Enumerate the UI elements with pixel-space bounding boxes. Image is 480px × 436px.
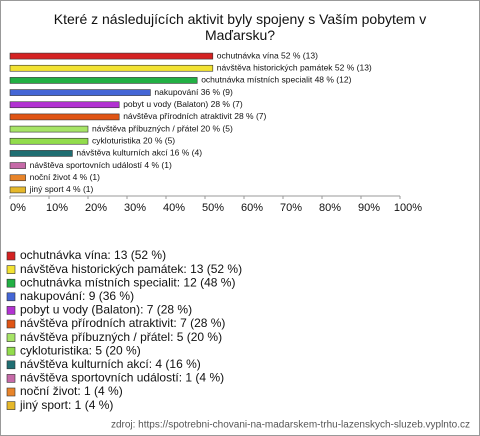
legend-label: ochutnávka místních specialit: 12 (48 %) bbox=[20, 275, 235, 289]
value-label: návštěva historických památek 52 % (13) bbox=[217, 63, 372, 73]
bar bbox=[9, 101, 120, 109]
legend-swatch bbox=[6, 360, 16, 370]
legend-label: noční život: 1 (4 %) bbox=[20, 384, 123, 398]
value-label: návštěva příbuzných / přátel 20 % (5) bbox=[92, 123, 233, 133]
value-label: návštěva kulturních akcí 16 % (4) bbox=[76, 148, 202, 158]
value-label: ochutnávka místních specialit 48 % (12) bbox=[201, 75, 351, 85]
value-label: pobyt u vody (Balaton) 28 % (7) bbox=[123, 99, 243, 109]
bar bbox=[9, 150, 73, 157]
value-label: noční život 4 % (1) bbox=[30, 172, 101, 182]
bar bbox=[9, 77, 198, 84]
bar bbox=[9, 52, 214, 60]
bar bbox=[9, 89, 151, 96]
x-tick-label: 20% bbox=[85, 202, 107, 214]
legend-label: návštěva přírodních atraktivit: 7 (28 %) bbox=[20, 316, 225, 330]
legend-label: cykloturistika: 5 (20 %) bbox=[20, 343, 141, 357]
bar bbox=[9, 64, 214, 72]
legend-label: návštěva kulturních akcí: 4 (16 %) bbox=[20, 357, 201, 371]
x-tick-label: 60% bbox=[241, 202, 263, 214]
legend-label: nakupování: 9 (36 %) bbox=[20, 289, 134, 303]
legend-swatch bbox=[6, 306, 16, 315]
legend-label: pobyt u vody (Balaton): 7 (28 %) bbox=[20, 303, 192, 317]
x-tick-label: 0% bbox=[10, 202, 26, 214]
value-label: návštěva sportovních událostí 4 % (1) bbox=[30, 160, 172, 170]
x-tick-label: 80% bbox=[319, 202, 341, 214]
bar bbox=[9, 162, 26, 169]
bar bbox=[9, 113, 120, 121]
legend-swatch bbox=[6, 292, 16, 302]
value-label: cykloturistika 20 % (5) bbox=[92, 136, 175, 146]
legend-label: návštěva sportovních událostí: 1 (4 %) bbox=[20, 371, 224, 385]
chart-title: Které z následujících aktivit byly spoje… bbox=[54, 11, 426, 43]
x-tick-label: 90% bbox=[358, 202, 380, 214]
value-label: nakupování 36 % (9) bbox=[154, 87, 233, 97]
legend-swatch bbox=[6, 251, 16, 261]
x-tick-label: 30% bbox=[124, 202, 146, 214]
x-tick-label: 10% bbox=[46, 202, 68, 214]
legend-label: návštěva historických památek: 13 (52 %) bbox=[20, 262, 242, 276]
x-tick-label: 40% bbox=[163, 202, 185, 214]
legend-swatch bbox=[6, 265, 16, 274]
value-label: jiný sport 4 % (1) bbox=[29, 184, 94, 194]
bar bbox=[9, 125, 89, 133]
legend-swatch bbox=[6, 374, 16, 383]
bar bbox=[9, 174, 26, 182]
source: zdroj: https://spotrebni-chovani-na-mada… bbox=[111, 420, 470, 431]
x-tick-label: 50% bbox=[202, 202, 224, 214]
value-label: ochutnávka vína 52 % (13) bbox=[217, 50, 318, 60]
bar bbox=[9, 137, 89, 145]
x-tick-label: 100% bbox=[394, 202, 422, 214]
legend-swatch bbox=[6, 401, 16, 410]
x-tick-label: 70% bbox=[280, 202, 302, 214]
bar bbox=[9, 186, 26, 194]
legend-swatch bbox=[6, 387, 16, 397]
legend-label: návštěva příbuzných / přátel: 5 (20 %) bbox=[20, 330, 222, 344]
value-label: návštěva přírodních atraktivit 28 % (7) bbox=[123, 111, 266, 121]
legend-label: jiný sport: 1 (4 %) bbox=[19, 398, 113, 412]
legend-swatch bbox=[6, 346, 16, 356]
legend-swatch bbox=[6, 333, 16, 342]
legend-swatch bbox=[6, 319, 16, 329]
legend-label: ochutnávka vína: 13 (52 %) bbox=[20, 248, 166, 262]
legend-swatch bbox=[6, 278, 16, 288]
